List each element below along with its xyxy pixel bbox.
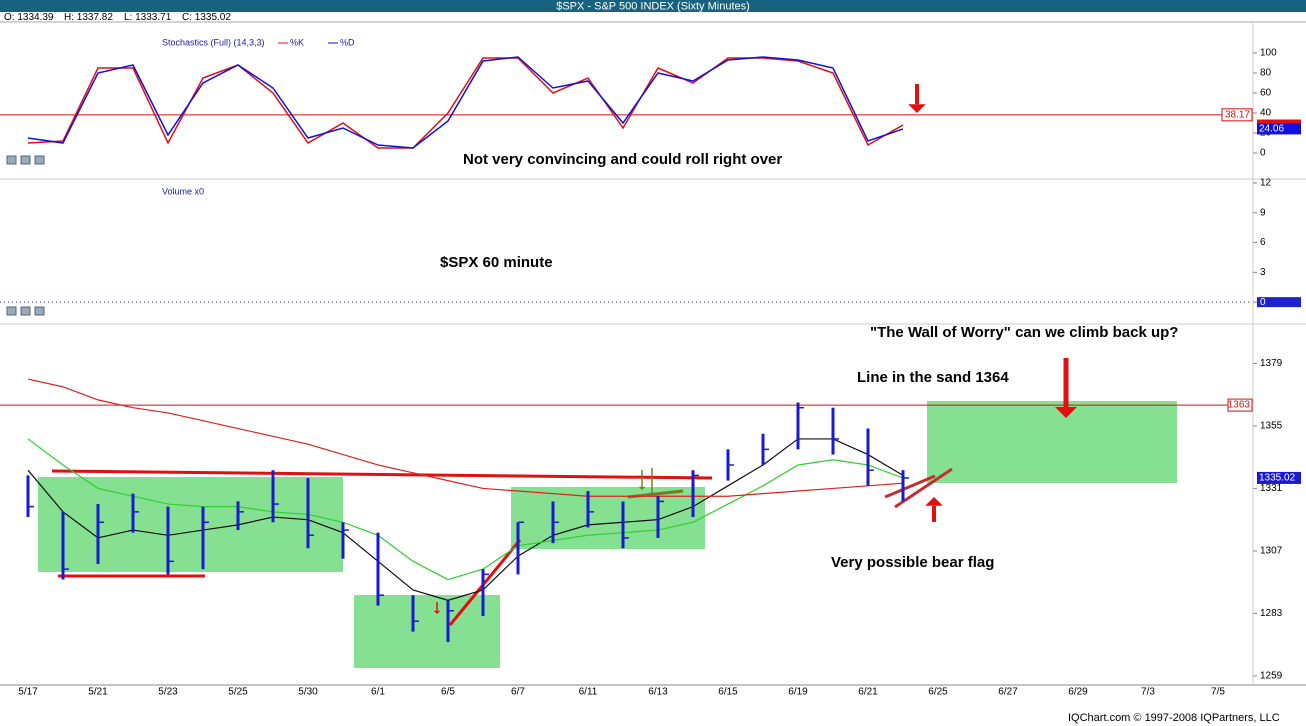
value-label: 1363: [1228, 400, 1251, 411]
last-value-label: 24.06: [1259, 124, 1284, 135]
value-box: [1257, 297, 1301, 308]
trend-line: [448, 539, 522, 626]
x-tick-label: 6/25: [928, 687, 948, 698]
arrow-head: [648, 492, 656, 496]
x-tick-label: 6/19: [788, 687, 808, 698]
annotation: Very possible bear flag: [831, 554, 994, 571]
x-tick-label: 5/23: [158, 687, 178, 698]
y-tick-label: 60: [1260, 88, 1272, 99]
x-tick-label: 5/30: [298, 687, 318, 698]
zone: [927, 401, 1177, 483]
zones: [38, 401, 1177, 668]
button[interactable]: [20, 155, 31, 165]
quote-close: C: 1335.02: [182, 12, 231, 23]
x-tick-label: 6/1: [371, 687, 385, 698]
arrow-head: [925, 497, 943, 506]
x-tick-label: 7/3: [1141, 687, 1155, 698]
button[interactable]: [20, 306, 31, 316]
legend-title: Volume x0: [162, 186, 204, 196]
y-tick-label: 40: [1260, 108, 1272, 119]
y-tick-label: 3: [1260, 267, 1266, 278]
y-tick-label: 1379: [1260, 358, 1283, 369]
y-tick-label: 12: [1260, 178, 1272, 189]
x-tick-label: 6/21: [858, 687, 878, 698]
x-tick-label: 6/13: [648, 687, 668, 698]
series-line: [27, 378, 904, 497]
trend-line: [884, 474, 936, 499]
y-tick-label: 1283: [1260, 608, 1283, 619]
legend-title: Stochastics (Full) (14,3,3): [162, 37, 265, 47]
arrow-head: [1055, 407, 1077, 418]
x-tick-label: 6/27: [998, 687, 1018, 698]
arrow-head: [638, 486, 646, 490]
annotation: Line in the sand 1364: [857, 369, 1009, 386]
value-label: 0: [1260, 297, 1266, 308]
button[interactable]: [6, 306, 17, 316]
y-tick-label: 1355: [1260, 421, 1283, 432]
zone: [354, 595, 500, 668]
series-line: [27, 56, 904, 149]
button[interactable]: [6, 155, 17, 165]
y-tick-label: 1307: [1260, 546, 1283, 557]
last-value-box: [1257, 471, 1301, 484]
annotation: Not very convincing and could roll right…: [463, 151, 782, 168]
value-box: [1221, 108, 1253, 122]
x-tick-label: 6/7: [511, 687, 525, 698]
series-line: [27, 438, 904, 602]
quote-high: H: 1337.82: [64, 12, 113, 23]
quote-low: L: 1333.71: [124, 12, 172, 23]
zone: [511, 487, 705, 549]
zone: [38, 477, 343, 572]
x-tick-label: 6/29: [1068, 687, 1088, 698]
legend-label: %K: [290, 37, 304, 47]
quote-open: O: 1334.39: [4, 12, 54, 23]
trend-line: [51, 469, 713, 480]
last-value-box: [1257, 123, 1301, 135]
y-tick-label: 9: [1260, 207, 1266, 218]
title-bar: [0, 0, 1306, 12]
x-tick-label: 5/17: [18, 687, 38, 698]
x-tick-label: 6/11: [579, 687, 598, 698]
value-label: 38.17: [1225, 109, 1250, 120]
x-tick-label: 5/25: [228, 687, 248, 698]
y-tick-label: 1259: [1260, 671, 1283, 682]
x-tick-label: 5/21: [88, 687, 108, 698]
button[interactable]: [34, 155, 45, 165]
y-tick-label: 80: [1260, 68, 1272, 79]
value-box: [1227, 398, 1253, 412]
arrow-head: [433, 610, 441, 614]
x-tick-label: 7/5: [1211, 687, 1225, 698]
y-tick-label: 100: [1260, 48, 1277, 59]
chart-title: $SPX - S&P 500 INDEX (Sixty Minutes): [556, 0, 750, 12]
x-tick-label: 6/15: [718, 687, 738, 698]
y-tick-label: 1331: [1260, 483, 1283, 494]
x-tick-label: 6/5: [441, 687, 455, 698]
panel-buttons: [6, 155, 45, 316]
legend-label: %D: [340, 37, 355, 47]
y-tick-label: 6: [1260, 237, 1266, 248]
series-line: [27, 438, 904, 581]
y-tick-label: 0: [1260, 148, 1266, 159]
annotation: "The Wall of Worry" can we climb back up…: [870, 324, 1178, 341]
arrow-head: [908, 104, 926, 113]
button[interactable]: [34, 306, 45, 316]
footer: IQChart.com © 1997-2008 IQPartners, LLC: [1068, 712, 1280, 724]
last-value-label: 1335.02: [1259, 473, 1296, 484]
annotation: $SPX 60 minute: [440, 254, 553, 271]
series-line: [27, 57, 904, 149]
